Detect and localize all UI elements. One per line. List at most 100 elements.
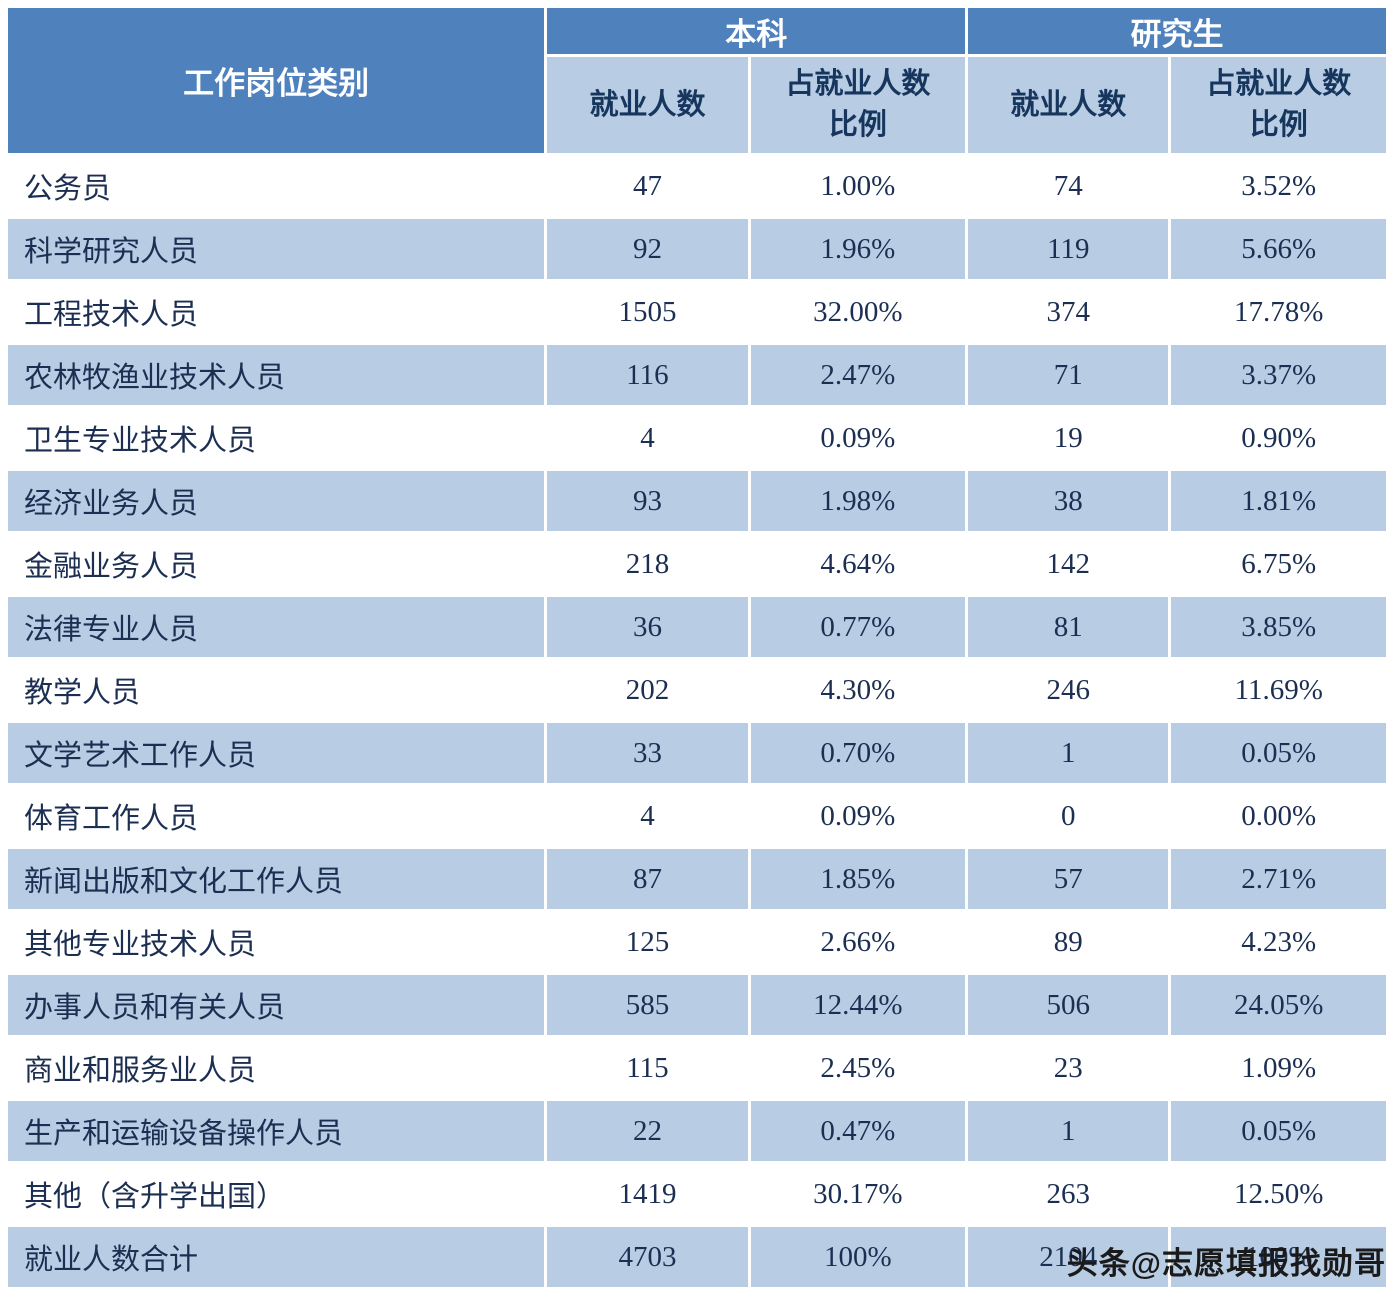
cell-gr-count: 2104 [968,1227,1169,1287]
cell-ug-count: 1419 [547,1164,748,1224]
page: 工作岗位类别 本科 研究生 就业人数 占就业人数比例 就业人数 占就业人数比例 … [0,5,1394,1307]
table-row: 其他专业技术人员 125 2.66% 89 4.23% [8,912,1386,972]
cell-ug-count: 116 [547,345,748,405]
cell-gr-count: 1 [968,1101,1169,1161]
table-row: 文学艺术工作人员 33 0.70% 1 0.05% [8,723,1386,783]
table-row: 体育工作人员 4 0.09% 0 0.00% [8,786,1386,846]
cell-gr-pct: 0.05% [1171,1101,1386,1161]
cell-ug-pct: 0.09% [750,786,966,846]
cell-gr-pct: 4.23% [1171,912,1386,972]
cell-category: 体育工作人员 [8,786,545,846]
table-row: 商业和服务业人员 115 2.45% 23 1.09% [8,1038,1386,1098]
cell-ug-count: 22 [547,1101,748,1161]
cell-gr-pct: 0.90% [1171,408,1386,468]
cell-gr-pct: 3.52% [1171,156,1386,216]
cell-gr-count: 23 [968,1038,1169,1098]
cell-ug-count: 4 [547,408,748,468]
cell-category: 经济业务人员 [8,471,545,531]
cell-gr-pct: 24.05% [1171,975,1386,1035]
subheader-ug-count: 就业人数 [547,57,748,153]
cell-gr-pct: 100% [1171,1227,1386,1287]
cell-gr-pct: 11.69% [1171,660,1386,720]
cell-ug-pct: 4.30% [750,660,966,720]
cell-ug-count: 125 [547,912,748,972]
cell-ug-pct: 1.96% [750,219,966,279]
cell-ug-pct: 0.09% [750,408,966,468]
cell-ug-pct: 0.77% [750,597,966,657]
subheader-ug-percent-label: 占就业人数比例 [785,68,931,141]
cell-gr-count: 142 [968,534,1169,594]
subheader-gr-percent-label: 占就业人数比例 [1206,68,1352,141]
header-graduate: 研究生 [968,8,1386,54]
cell-ug-pct: 1.00% [750,156,966,216]
cell-category: 就业人数合计 [8,1227,545,1287]
table-row: 新闻出版和文化工作人员 87 1.85% 57 2.71% [8,849,1386,909]
cell-ug-count: 1505 [547,282,748,342]
cell-ug-count: 115 [547,1038,748,1098]
cell-gr-count: 19 [968,408,1169,468]
cell-gr-count: 1 [968,723,1169,783]
cell-gr-pct: 1.81% [1171,471,1386,531]
cell-ug-pct: 30.17% [750,1164,966,1224]
cell-gr-count: 263 [968,1164,1169,1224]
cell-ug-count: 47 [547,156,748,216]
cell-category: 卫生专业技术人员 [8,408,545,468]
cell-category: 金融业务人员 [8,534,545,594]
cell-gr-pct: 1.09% [1171,1038,1386,1098]
cell-gr-pct: 0.00% [1171,786,1386,846]
cell-gr-count: 246 [968,660,1169,720]
cell-category: 教学人员 [8,660,545,720]
subheader-ug-percent: 占就业人数比例 [750,57,966,153]
header-row-sub: 就业人数 占就业人数比例 就业人数 占就业人数比例 [8,57,1386,153]
cell-gr-pct: 3.37% [1171,345,1386,405]
cell-category: 科学研究人员 [8,219,545,279]
cell-gr-pct: 5.66% [1171,219,1386,279]
cell-ug-pct: 32.00% [750,282,966,342]
cell-category: 新闻出版和文化工作人员 [8,849,545,909]
table-row: 卫生专业技术人员 4 0.09% 19 0.90% [8,408,1386,468]
cell-gr-count: 71 [968,345,1169,405]
cell-ug-count: 202 [547,660,748,720]
cell-ug-count: 4703 [547,1227,748,1287]
cell-gr-count: 0 [968,786,1169,846]
subheader-gr-count: 就业人数 [968,57,1169,153]
cell-ug-count: 36 [547,597,748,657]
table-row: 生产和运输设备操作人员 22 0.47% 1 0.05% [8,1101,1386,1161]
table-row-total: 就业人数合计 4703 100% 2104 100% [8,1227,1386,1287]
table-row: 公务员 47 1.00% 74 3.52% [8,156,1386,216]
cell-gr-count: 506 [968,975,1169,1035]
cell-ug-pct: 1.98% [750,471,966,531]
table-row: 办事人员和有关人员 585 12.44% 506 24.05% [8,975,1386,1035]
cell-ug-count: 87 [547,849,748,909]
table-row: 其他（含升学出国） 1419 30.17% 263 12.50% [8,1164,1386,1224]
cell-gr-count: 74 [968,156,1169,216]
cell-gr-count: 38 [968,471,1169,531]
cell-category: 其他（含升学出国） [8,1164,545,1224]
cell-gr-pct: 0.05% [1171,723,1386,783]
table-row: 法律专业人员 36 0.77% 81 3.85% [8,597,1386,657]
cell-gr-count: 81 [968,597,1169,657]
cell-gr-count: 89 [968,912,1169,972]
subheader-gr-count-label: 就业人数 [1010,88,1127,121]
cell-gr-count: 119 [968,219,1169,279]
cell-ug-count: 585 [547,975,748,1035]
cell-ug-count: 33 [547,723,748,783]
cell-ug-count: 218 [547,534,748,594]
table-row: 金融业务人员 218 4.64% 142 6.75% [8,534,1386,594]
table-row: 农林牧渔业技术人员 116 2.47% 71 3.37% [8,345,1386,405]
table-row: 工程技术人员 1505 32.00% 374 17.78% [8,282,1386,342]
table-row: 教学人员 202 4.30% 246 11.69% [8,660,1386,720]
cell-gr-pct: 12.50% [1171,1164,1386,1224]
cell-gr-count: 374 [968,282,1169,342]
cell-gr-pct: 3.85% [1171,597,1386,657]
cell-category: 生产和运输设备操作人员 [8,1101,545,1161]
cell-ug-count: 93 [547,471,748,531]
employment-table: 工作岗位类别 本科 研究生 就业人数 占就业人数比例 就业人数 占就业人数比例 … [5,5,1389,1290]
cell-ug-count: 4 [547,786,748,846]
cell-ug-pct: 4.64% [750,534,966,594]
header-category: 工作岗位类别 [8,8,545,153]
subheader-gr-percent: 占就业人数比例 [1171,57,1386,153]
header-row-groups: 工作岗位类别 本科 研究生 [8,8,1386,153]
cell-ug-pct: 0.47% [750,1101,966,1161]
cell-ug-pct: 2.45% [750,1038,966,1098]
